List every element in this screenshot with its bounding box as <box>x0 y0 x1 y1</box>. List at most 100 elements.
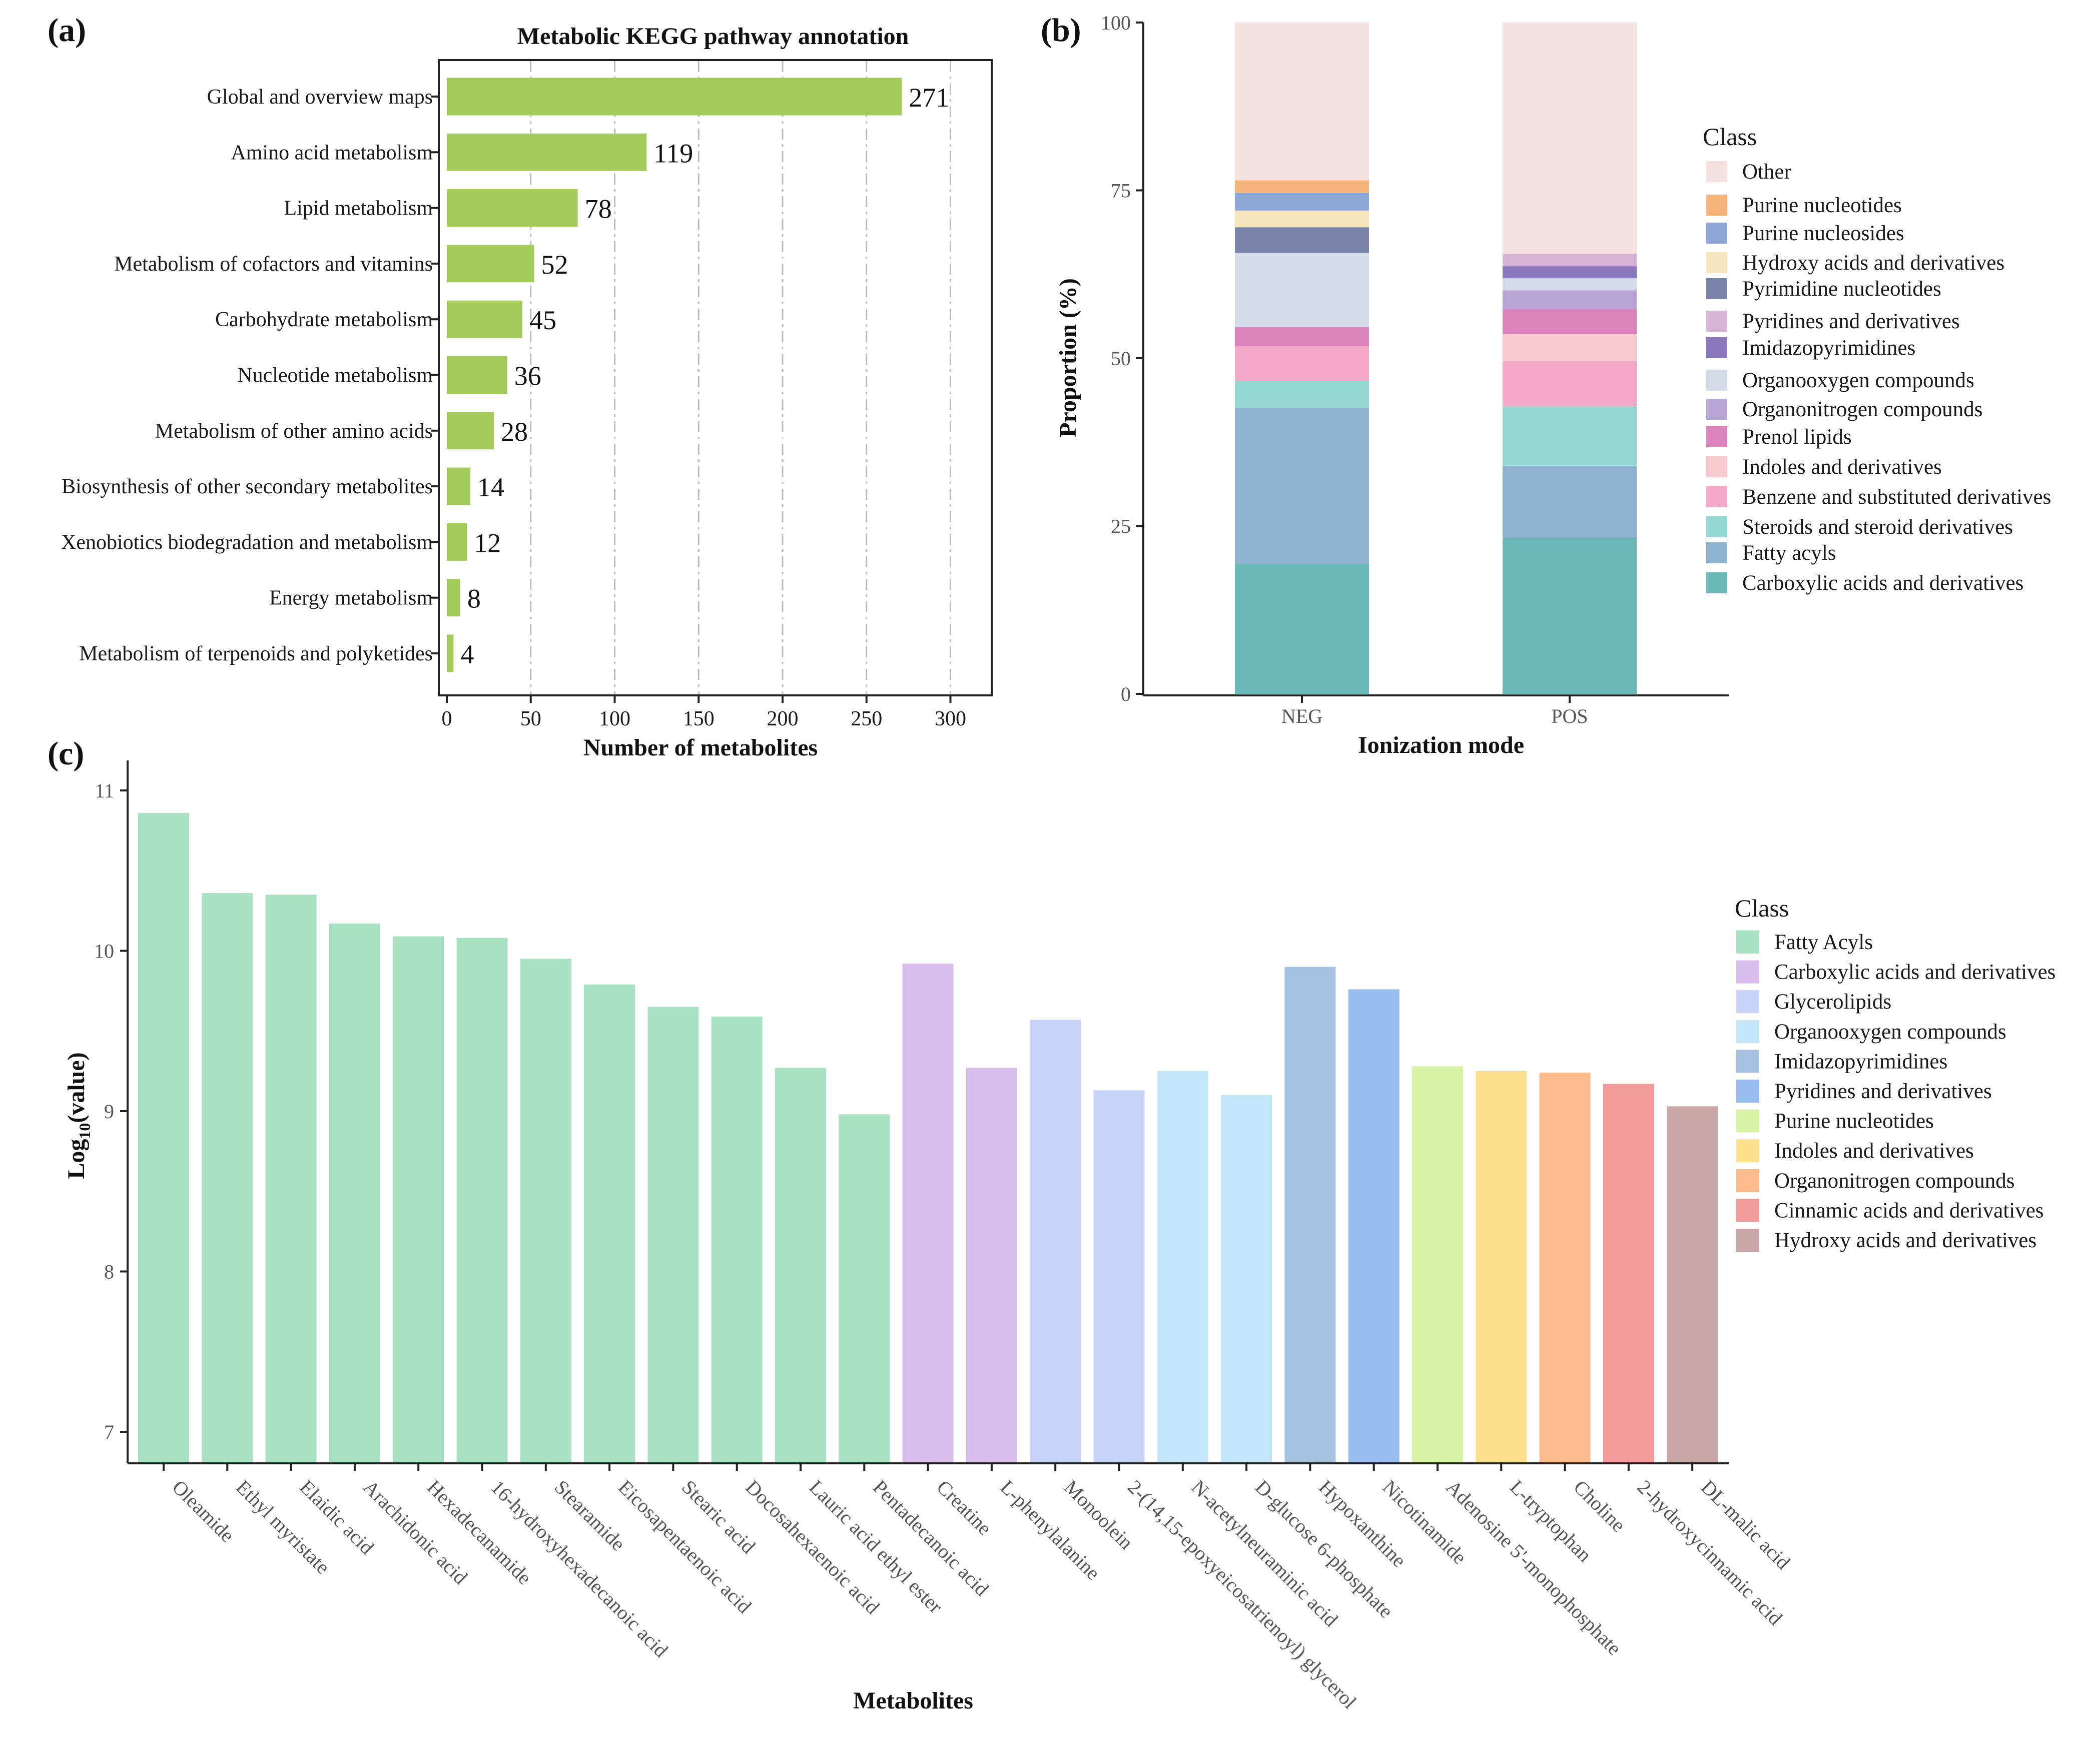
panel-c-legend-swatch-pyridines-and-derivatives <box>1736 1080 1759 1103</box>
panel-a-category-label: Nucleotide metabolism <box>237 364 433 387</box>
panel-a-category-label: Biosynthesis of other secondary metaboli… <box>62 475 433 498</box>
panel-c-y-axis-title-sub: 10 <box>76 1123 94 1139</box>
panel-a-category-label: Metabolism of terpenoids and polyketides <box>79 642 433 665</box>
panel-c-legend-swatch-fatty-acyls <box>1736 931 1759 954</box>
panel-a-frame <box>438 59 993 696</box>
panel-b-x-ticks: NEG POS <box>1281 695 1588 727</box>
panel-b-y-tick-label: 25 <box>1111 515 1131 538</box>
panel-b-y-tick-label: 50 <box>1111 347 1131 370</box>
panel-b-y-tick-label: 75 <box>1111 180 1131 202</box>
panel-c-bar-pentadecanoic-acid <box>839 1114 890 1463</box>
panel-a-bar-metabolism-of-terpenoids-and-polyketides <box>447 634 454 672</box>
panel-b-legend-swatch-pyridines-and-derivatives <box>1706 311 1727 332</box>
panel-c-bar-hexadecanamide <box>393 936 444 1463</box>
panel-c-legend-swatch-hydroxy-acids-and-derivatives <box>1736 1229 1759 1252</box>
panel-b-legend-swatch-purine-nucleotides <box>1706 195 1727 216</box>
panel-c-x-axis-title: Metabolites <box>853 1687 973 1714</box>
panel-b-legend-label: Fatty acyls <box>1742 541 1836 565</box>
panel-c-bar-2-hydroxycinnamic-acid <box>1603 1084 1654 1463</box>
panel-b-x-tick-label: NEG <box>1281 705 1322 727</box>
panel-b-legend-label: Carboxylic acids and derivatives <box>1742 571 2023 595</box>
panel-b-segment-neg-purine-nucleosides <box>1235 193 1369 211</box>
panel-b-legend-label: Pyridines and derivatives <box>1742 310 1960 333</box>
panel-c-bars <box>138 812 1718 1463</box>
panel-b-legend-swatch-organonitrogen-compounds <box>1706 399 1727 420</box>
panel-a-category-label: Energy metabolism <box>269 587 433 610</box>
panel-a-x-tick-label: 50 <box>520 707 541 730</box>
panel-b-legend-swatch-indoles-and-derivatives <box>1706 456 1727 477</box>
panel-c-legend-swatch-indoles-and-derivatives <box>1736 1139 1759 1163</box>
panel-c-bar-2-14-15-epoxyeicosatrienoyl-glycerol <box>1093 1090 1145 1463</box>
panel-c-y-ticks: 7 8 9 10 11 <box>94 779 128 1443</box>
panel-c-legend-swatch-organonitrogen-compounds <box>1736 1169 1759 1192</box>
panel-a-data-labels: 271 119 78 52 45 36 28 14 12 8 4 <box>460 83 949 669</box>
panel-c-bar-choline <box>1539 1073 1591 1463</box>
panel-b-segment-neg-purine-nucleotides <box>1235 180 1369 193</box>
panel-a-bars <box>447 78 902 672</box>
panel-c-bar-creatine <box>902 964 954 1463</box>
panel-a-bar-nucleotide-metabolism <box>447 356 507 394</box>
panel-c-legend-swatch-glycerolipids <box>1736 990 1759 1014</box>
panel-b-legend-swatch-organooxygen-compounds <box>1706 370 1727 391</box>
panel-c-legend-swatch-cinnamic-acids-and-derivatives <box>1736 1199 1759 1222</box>
panel-a-data-label: 12 <box>474 528 501 558</box>
panel-a-category-label: Metabolism of other amino acids <box>155 420 433 443</box>
panel-b-legend-label: Steroids and steroid derivatives <box>1742 515 2013 539</box>
panel-c-legend-label: Imidazopyrimidines <box>1774 1050 1947 1073</box>
panel-b-segment-neg-carboxylic-acids-and-derivatives <box>1235 564 1369 694</box>
panel-c-legend-label: Hydroxy acids and derivatives <box>1774 1229 2036 1252</box>
panel-c-bar-n-acetylneuraminic-acid <box>1157 1071 1208 1463</box>
panel-b-legend-swatch-other <box>1706 161 1727 182</box>
panel-a-x-tick-label: 200 <box>767 707 799 730</box>
panel-b-y-tick-label: 0 <box>1121 683 1131 705</box>
panel-c-y-axis-title-main: Log <box>63 1139 90 1179</box>
panel-b-segment-pos-steroids-and-steroid-derivatives <box>1503 406 1637 466</box>
panel-b-legend-label: Organooxygen compounds <box>1742 369 1974 392</box>
panel-a-data-label: 36 <box>514 361 541 391</box>
panel-b-y-tick-label: 100 <box>1101 12 1131 34</box>
panel-a-data-label: 14 <box>477 472 504 502</box>
panel-c-bar-d-glucose-6-phosphate <box>1221 1095 1272 1463</box>
panel-a-bar-global-and-overview-maps <box>447 78 902 116</box>
panel-b-legend-swatch-steroids-and-steroid-derivatives <box>1706 516 1727 537</box>
panel-a-data-label: 271 <box>909 83 949 113</box>
panel-a-bar-amino-acid-metabolism <box>447 133 647 171</box>
panel-c-legend-label: Pyridines and derivatives <box>1774 1080 1992 1103</box>
panel-b-legend-swatch-prenol-lipids <box>1706 426 1727 447</box>
panel-c-bar-monoolein <box>1030 1020 1081 1463</box>
panel-b-legend-label: Indoles and derivatives <box>1742 455 1942 479</box>
panel-b-legend-swatch-imidazopyrimidines <box>1706 337 1727 358</box>
panel-c-legend-swatch-imidazopyrimidines <box>1736 1050 1759 1073</box>
panel-b-stacked-bars <box>1235 23 1637 694</box>
panel-b-legend-swatch-purine-nucleosides <box>1706 223 1727 244</box>
panel-b-segment-neg-fatty-acyls <box>1235 408 1369 564</box>
panel-c-legend-label: Carboxylic acids and derivatives <box>1774 961 2055 984</box>
panel-b-legend-label: Hydroxy acids and derivatives <box>1742 251 2004 275</box>
panel-a-bar-energy-metabolism <box>447 579 460 617</box>
panel-a-label: (a) <box>48 12 86 49</box>
panel-a-bar-metabolism-of-other-amino-acids <box>447 412 494 450</box>
panel-b-legend-label: Benzene and substituted derivatives <box>1742 485 2051 509</box>
panel-b-segment-neg-other <box>1235 23 1369 181</box>
panel-c-bar-dl-malic-acid <box>1667 1106 1718 1463</box>
panel-b-label: (b) <box>1041 12 1081 49</box>
panel-c-bar-adenosine-5-monophosphate <box>1412 1066 1463 1463</box>
panel-c-bar-docosahexaenoic-acid <box>711 1016 763 1463</box>
panel-a-bar-xenobiotics-biodegradation-and-metabolism <box>447 523 467 561</box>
panel-a-x-tick-label: 150 <box>683 707 715 730</box>
panel-c-y-tick-label: 11 <box>95 779 114 802</box>
panel-c-x-tick-label: Creatine <box>932 1476 996 1540</box>
panel-a-x-axis-title: Number of metabolites <box>583 734 818 761</box>
panel-a-data-label: 52 <box>541 250 568 280</box>
panel-c-bar-stearamide <box>520 959 571 1463</box>
panel-a-x-tick-label: 300 <box>935 707 966 730</box>
panel-b-y-axis-title: Proportion (%) <box>1055 278 1081 437</box>
panel-a-bar-biosynthesis-of-other-secondary-metabolites <box>447 467 470 505</box>
panel-b-segment-pos-benzene-and-substituted-derivatives <box>1503 361 1637 407</box>
panel-b-segment-neg-organooxygen-compounds <box>1235 253 1369 327</box>
panel-c-bar-elaidic-acid <box>265 895 317 1463</box>
panel-a-category-label: Carbohydrate metabolism <box>215 308 433 331</box>
panel-c-y-tick-label: 9 <box>104 1100 114 1123</box>
